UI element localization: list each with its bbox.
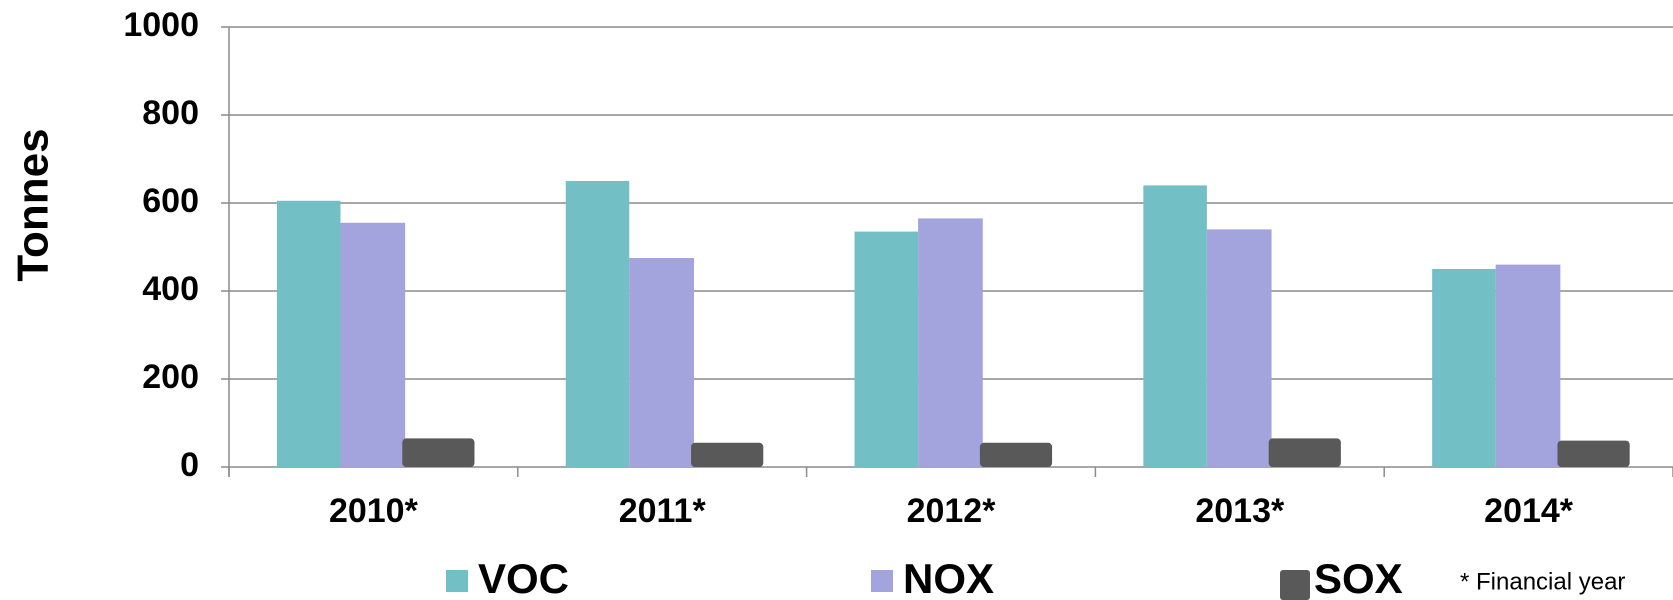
bar [629,258,694,467]
bar [918,218,983,467]
bar [1495,264,1561,467]
y-tick-label: 1000 [123,6,199,44]
legend-swatch [446,570,468,592]
y-tick-label: 600 [142,182,199,220]
x-tick-label: 2011* [619,492,707,530]
legend-swatch [871,570,893,592]
bar [340,222,406,467]
y-tick-label: 400 [142,270,199,308]
y-tick-label: 0 [180,446,199,484]
legend-swatch [1280,570,1310,600]
y-tick-label: 800 [142,94,199,132]
legend-label: SOX [1314,555,1403,600]
bar [1206,229,1272,467]
bar [402,438,475,467]
bar [1432,269,1496,467]
bar [979,442,1053,467]
bar [1268,438,1341,467]
legend-label: NOX [903,555,994,600]
bar [1143,185,1207,467]
bar [854,231,919,467]
x-tick-label: 2010* [329,492,419,530]
note: * Financial year [1460,568,1625,595]
bar [565,181,630,467]
x-tick-label: 2013* [1195,492,1285,530]
bar [1557,440,1630,467]
x-tick-label: 2012* [907,492,997,530]
y-axis-label: Tonnes [9,128,58,281]
y-tick-label: 200 [142,358,199,396]
bar [276,200,341,468]
bar [691,442,764,467]
legend-label: VOC [478,555,569,600]
x-tick-label: 2014* [1484,492,1574,530]
